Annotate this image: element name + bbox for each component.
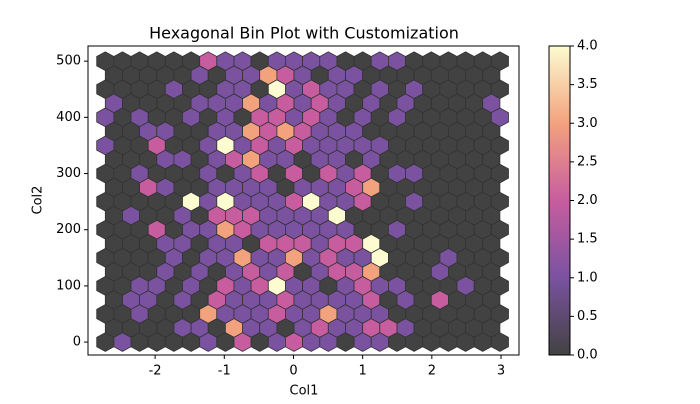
chart-title: Hexagonal Bin Plot with Customization (149, 24, 459, 43)
y-tick-label: 500 (56, 54, 81, 69)
plot-frame (87, 45, 520, 356)
colorbar-tick-label: 0.0 (577, 348, 598, 363)
y-axis-label: Col2 (31, 186, 46, 215)
colorbar-tick-label: 4.0 (577, 39, 598, 54)
x-tick-label: 2 (428, 364, 436, 379)
hex-cell (490, 332, 509, 352)
y-tick-label: 200 (56, 222, 81, 237)
x-axis-label: Col1 (290, 384, 319, 399)
colorbar-tick-label: 2.5 (577, 154, 598, 169)
colorbar-tick-label: 3.5 (577, 77, 598, 92)
x-tick-label: 0 (289, 364, 297, 379)
colorbar-tick-label: 1.0 (577, 270, 598, 285)
y-tick-label: 400 (56, 110, 81, 125)
colorbar-tick-label: 3.0 (577, 116, 598, 131)
x-tick-label: 1 (359, 364, 367, 379)
colorbar (548, 45, 571, 356)
colorbar-tick-label: 0.5 (577, 309, 598, 324)
colorbar-tick-label: 1.5 (577, 232, 598, 247)
y-tick-label: 300 (56, 166, 81, 181)
y-tick-label: 0 (73, 335, 81, 350)
x-tick-label: -2 (149, 364, 162, 379)
x-tick-label: -1 (218, 364, 231, 379)
x-tick-label: 3 (497, 364, 505, 379)
colorbar-tick-label: 2.0 (577, 193, 598, 208)
y-tick-label: 100 (56, 278, 81, 293)
